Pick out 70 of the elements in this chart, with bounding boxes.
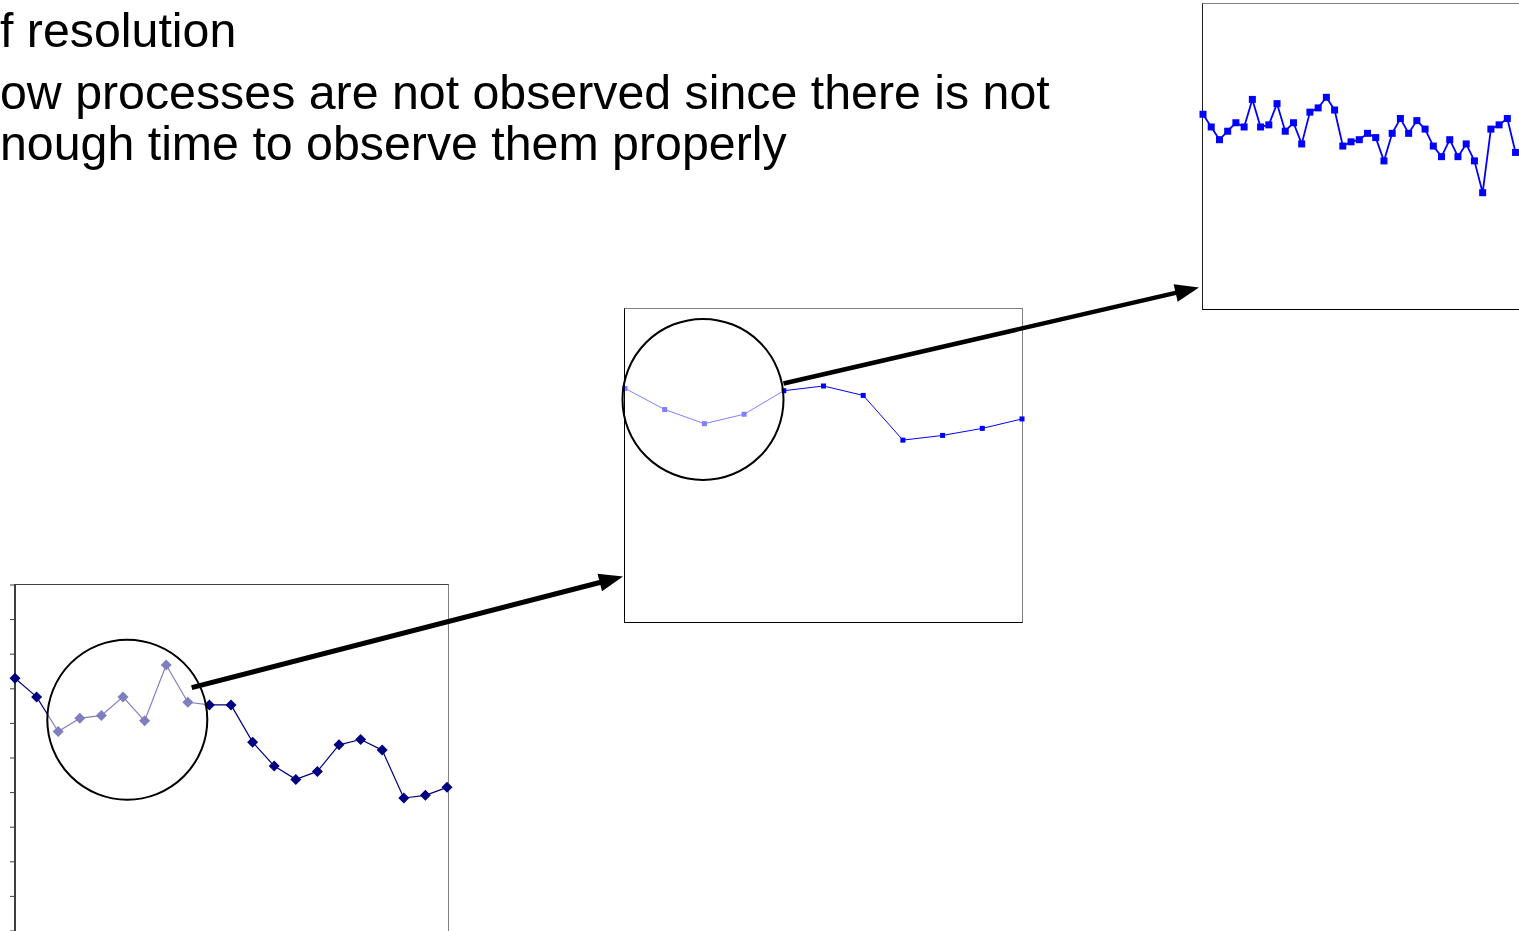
point	[376, 744, 388, 756]
point	[1388, 129, 1396, 137]
point	[1429, 142, 1437, 150]
point	[311, 766, 323, 778]
point	[225, 699, 237, 711]
point	[1248, 95, 1256, 103]
point	[1223, 127, 1231, 135]
point	[138, 715, 150, 727]
point	[73, 713, 85, 724]
point	[1462, 140, 1470, 148]
point	[95, 710, 107, 722]
point	[1363, 129, 1371, 137]
point	[1404, 129, 1412, 137]
point	[9, 673, 21, 685]
point	[1199, 110, 1206, 118]
point	[354, 734, 366, 746]
point	[1264, 121, 1272, 129]
text: f resolution	[0, 3, 237, 57]
point	[1231, 119, 1239, 127]
point	[1511, 148, 1519, 156]
point	[397, 792, 409, 804]
point	[1437, 153, 1445, 161]
point	[1412, 117, 1420, 125]
point	[662, 407, 668, 413]
point	[1470, 157, 1478, 165]
point	[30, 691, 42, 703]
point	[419, 790, 431, 802]
point	[1379, 157, 1387, 165]
point	[1503, 115, 1511, 122]
point	[1289, 119, 1297, 127]
point	[741, 412, 747, 418]
point	[1396, 115, 1404, 122]
point	[701, 421, 707, 427]
point	[1215, 136, 1223, 144]
point	[1338, 142, 1346, 150]
point	[1330, 106, 1338, 114]
point	[1322, 93, 1330, 101]
point	[441, 782, 453, 794]
point	[1314, 104, 1322, 112]
point	[1019, 416, 1025, 422]
point	[1273, 100, 1281, 108]
point	[268, 760, 280, 772]
point	[821, 383, 826, 389]
point	[1486, 125, 1494, 133]
point	[1281, 127, 1289, 135]
point	[1445, 136, 1453, 144]
point	[1305, 108, 1313, 116]
point	[1207, 123, 1215, 131]
point	[246, 736, 258, 748]
point	[1478, 189, 1486, 197]
text: ow processes are not observed since there is not	[0, 65, 1051, 119]
point	[289, 774, 301, 786]
point	[940, 433, 946, 439]
point	[333, 739, 345, 751]
point	[52, 726, 64, 738]
point	[1495, 121, 1503, 129]
point	[1297, 140, 1305, 148]
point	[160, 659, 172, 671]
point	[181, 697, 193, 709]
point	[1421, 125, 1429, 133]
point	[1371, 134, 1379, 142]
point	[1256, 123, 1264, 131]
point	[860, 393, 866, 399]
point	[1355, 136, 1363, 144]
point	[979, 426, 985, 432]
point	[117, 691, 129, 703]
point	[1453, 153, 1461, 161]
point	[1347, 138, 1355, 146]
point	[900, 437, 906, 443]
point	[1240, 123, 1248, 131]
